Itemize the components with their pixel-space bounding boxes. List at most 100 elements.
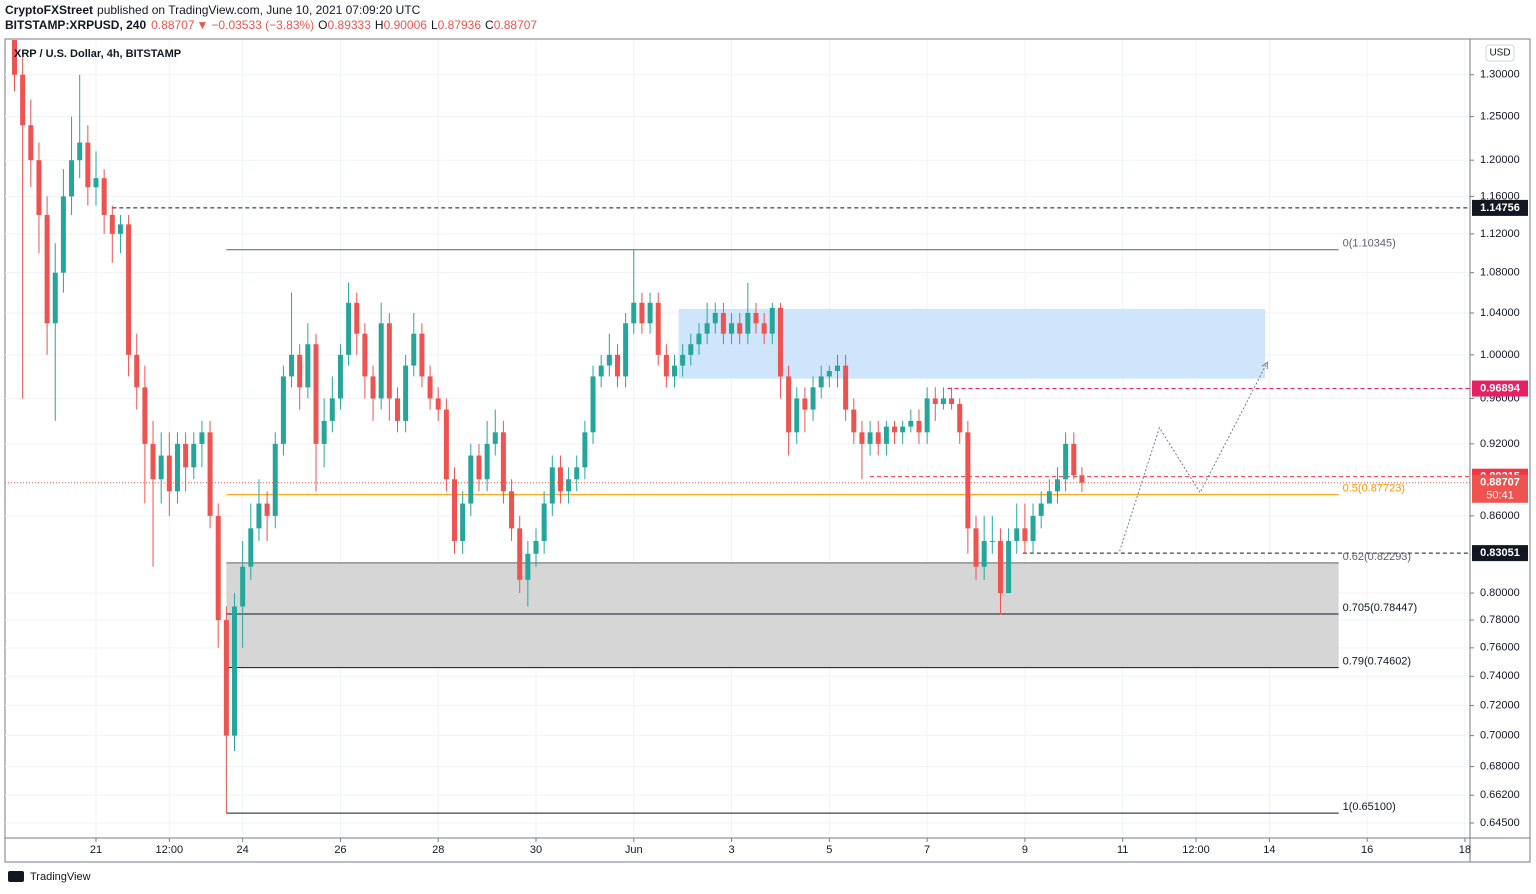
- ohlc-value: 0.88707: [494, 18, 538, 32]
- candle-body: [435, 398, 441, 410]
- x-tick-label: Jun: [625, 844, 643, 856]
- x-tick-label: 12:00: [156, 844, 184, 856]
- candle-body: [614, 354, 620, 377]
- candle-body: [346, 302, 352, 355]
- candle-body: [623, 323, 629, 377]
- candle-body: [769, 307, 775, 334]
- ohlc-label: O: [318, 18, 327, 32]
- published: published on TradingView.com, June 10, 2…: [97, 3, 421, 17]
- candle-body: [892, 426, 898, 433]
- candle-body: [680, 354, 686, 366]
- chart-frame: [4, 38, 1531, 863]
- candle-body: [28, 125, 34, 161]
- candle-body: [1006, 540, 1012, 594]
- last-price: 0.88707: [151, 18, 195, 32]
- fib-label: 0.5(0.87723): [1343, 483, 1405, 495]
- candle-body: [688, 344, 694, 355]
- x-tick-label: 11: [1117, 844, 1128, 856]
- candle-body: [117, 224, 123, 234]
- y-tick-label: 1.30000: [1480, 69, 1520, 81]
- candle-body: [20, 74, 26, 126]
- candle-body: [207, 432, 213, 516]
- candle-body: [142, 387, 148, 444]
- candle-body: [337, 354, 343, 399]
- price-label: 0.96894: [1480, 382, 1521, 394]
- candle-body: [590, 376, 596, 433]
- current-price-label: 0.88707: [1480, 477, 1520, 489]
- zone: [226, 562, 1339, 668]
- candle-body: [598, 365, 604, 377]
- x-tick-label: 28: [432, 844, 444, 856]
- candle-body: [859, 432, 865, 444]
- x-tick-label: 26: [334, 844, 346, 856]
- header-line: CryptoFXStreet published on TradingView.c…: [5, 3, 421, 17]
- current-price-box: [1472, 474, 1528, 503]
- currency-box: [1485, 44, 1515, 62]
- candle-body: [712, 312, 718, 324]
- candle-body: [85, 142, 91, 188]
- fib-label: 0.79(0.74602): [1343, 656, 1412, 668]
- candle-body: [509, 491, 515, 529]
- candle-body: [460, 503, 466, 541]
- ohlc-label: L: [431, 18, 438, 32]
- candle-body: [500, 432, 506, 492]
- candle-body: [639, 302, 645, 324]
- candle-body: [150, 443, 156, 480]
- candle-body: [582, 432, 588, 468]
- candle-body: [663, 354, 669, 377]
- candle-body: [745, 312, 751, 334]
- candle-body: [549, 467, 555, 504]
- candle-body: [378, 323, 384, 399]
- footer: TradingView: [30, 871, 91, 883]
- candle-body: [900, 426, 906, 433]
- candle-body: [492, 432, 498, 444]
- candle-body: [126, 224, 132, 355]
- y-tick-label: 0.92000: [1480, 438, 1520, 450]
- candle-body: [1071, 443, 1077, 476]
- candle-body: [52, 272, 58, 324]
- candle-body: [1063, 443, 1069, 480]
- candle-body: [215, 515, 221, 621]
- projection-path: [1119, 362, 1268, 552]
- candle-body: [191, 443, 197, 468]
- candle-body: [427, 376, 433, 399]
- candle-body: [329, 398, 335, 421]
- candle-body: [696, 333, 702, 345]
- price-label: 1.14756: [1480, 202, 1520, 214]
- currency: USD: [1489, 48, 1510, 59]
- y-tick-label: 0.74000: [1480, 670, 1520, 682]
- candle-body: [60, 196, 66, 273]
- candle-body: [199, 432, 205, 444]
- candle-body: [370, 376, 376, 399]
- candle-body: [525, 553, 531, 580]
- candle-body: [362, 333, 368, 377]
- candle-body: [997, 540, 1003, 594]
- candle-body: [965, 432, 971, 529]
- footer-logo: TradingView: [8, 871, 91, 883]
- y-tick-label: 0.86000: [1480, 510, 1520, 522]
- fib-label: 1(0.65100): [1343, 801, 1396, 813]
- fib-label: 0.705(0.78447): [1343, 602, 1418, 614]
- candle-body: [932, 398, 938, 405]
- candle-body: [940, 398, 946, 405]
- candle-body: [93, 178, 99, 188]
- candle-body: [761, 323, 767, 334]
- candle-body: [883, 426, 889, 444]
- y-tick-label: 1.16000: [1480, 190, 1520, 202]
- x-tick-label: 30: [530, 844, 542, 856]
- ohlc-label: H: [375, 18, 384, 32]
- candle-body: [786, 376, 792, 433]
- x-tick-label: 16: [1361, 844, 1373, 856]
- y-tick-label: 1.12000: [1480, 228, 1520, 240]
- candle-body: [834, 365, 840, 371]
- candle-body: [1014, 528, 1020, 541]
- candle-body: [158, 455, 164, 480]
- candle-body: [753, 312, 759, 324]
- candle-body: [44, 214, 50, 324]
- y-tick-label: 0.80000: [1480, 587, 1520, 599]
- candle-body: [484, 443, 490, 480]
- y-tick-label: 0.78000: [1480, 614, 1520, 626]
- candle-body: [452, 479, 458, 541]
- candle-body: [1046, 491, 1052, 504]
- candle-body: [647, 302, 653, 324]
